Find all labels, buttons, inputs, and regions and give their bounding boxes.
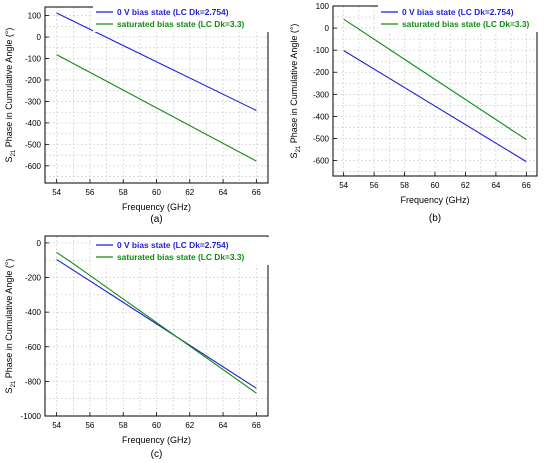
- y-axis-label-main: S: [4, 156, 14, 162]
- y-axis-label-rest: Phase in Cumulative Angle (°): [4, 28, 14, 150]
- y-tick-label: -400: [25, 308, 42, 317]
- y-tick-label: -800: [25, 377, 42, 386]
- y-tick-label: 100: [28, 12, 42, 21]
- panel-caption: (a): [150, 214, 162, 225]
- legend-entry: 0 V bias state (LC Dk=2.754): [402, 7, 514, 17]
- y-axis-label: S21 Phase in Cumulative Angle (°): [4, 28, 17, 163]
- y-axis-label: S21 Phase in Cumulative Angle (°): [289, 24, 302, 159]
- y-tick-label: 100: [316, 2, 330, 11]
- x-tick-label: 58: [400, 181, 409, 190]
- legend-box: [378, 4, 540, 32]
- y-tick-label: 0: [37, 239, 42, 248]
- chart-panel-b: 54 56 58 60 62 64 66 -600 -500 -400 -300 -200 -100 0 1…: [289, 2, 540, 224]
- y-tick-label: -600: [313, 157, 330, 166]
- grid-lines: [45, 7, 268, 183]
- legend-entry: 0 V bias state (LC Dk=2.754): [117, 7, 229, 17]
- series-line-zero-bias: [56, 258, 257, 389]
- grid-lines: [45, 236, 268, 417]
- legend-entry: saturated bias state (LC Dk=3.3): [117, 252, 245, 262]
- y-tick-label: -500: [25, 140, 42, 149]
- x-tick-label: 60: [152, 421, 161, 430]
- y-tick-label: -200: [25, 274, 42, 283]
- y-axis-label-rest: Phase in Cumulative Angle (°): [4, 259, 14, 381]
- x-tick-label: 56: [85, 188, 94, 197]
- x-axis-label: Frequency (GHz): [122, 435, 191, 445]
- y-tick-label: -100: [313, 46, 330, 55]
- x-tick-label: 64: [219, 188, 228, 197]
- panel-caption: (b): [429, 213, 441, 224]
- y-tick-label: -400: [313, 112, 330, 121]
- y-axis-label-main: S: [289, 152, 299, 158]
- x-tick-label: 58: [119, 421, 128, 430]
- x-tick-label: 66: [252, 188, 261, 197]
- y-tick-label: -200: [25, 76, 42, 85]
- y-axis-label-subscript: 21: [11, 149, 17, 156]
- legend: 0 V bias state (LC Dk=2.754) saturated bi…: [378, 4, 540, 32]
- y-tick-label: -200: [313, 68, 330, 77]
- x-tick-label: 54: [52, 421, 61, 430]
- legend-box: [93, 4, 275, 32]
- legend-entry: 0 V bias state (LC Dk=2.754): [117, 240, 229, 250]
- x-tick-label: 62: [185, 421, 194, 430]
- y-axis-label: S21 Phase in Cumulative Angle (°): [4, 259, 17, 394]
- y-tick-label: -300: [25, 97, 42, 106]
- series-line-saturated-bias: [56, 251, 257, 394]
- legend: 0 V bias state (LC Dk=2.754) saturated bi…: [93, 4, 275, 32]
- series-line-zero-bias: [343, 50, 527, 163]
- y-tick-label: -300: [313, 90, 330, 99]
- x-tick-label: 58: [119, 188, 128, 197]
- y-tick-label: -500: [313, 134, 330, 143]
- x-tick-label: 64: [219, 421, 228, 430]
- x-tick-label: 66: [522, 181, 531, 190]
- y-axis-label-subscript: 21: [296, 145, 302, 152]
- legend-box: [93, 237, 275, 265]
- y-tick-label: -1000: [21, 412, 42, 421]
- x-tick-label: 62: [461, 181, 470, 190]
- legend-entry: saturated bias state (LC Dk=3.3): [402, 19, 530, 29]
- x-tick-label: 64: [491, 181, 500, 190]
- x-axis-label: Frequency (GHz): [400, 195, 469, 205]
- series-line-saturated-bias: [56, 54, 257, 162]
- x-axis-label: Frequency (GHz): [122, 202, 191, 212]
- y-tick-label: 0: [325, 24, 330, 33]
- series-line-saturated-bias: [343, 18, 527, 141]
- x-tick-label: 66: [252, 421, 261, 430]
- series-line-zero-bias: [56, 12, 257, 111]
- chart-panel-c: 54 56 58 60 62 64 66 -1000 -800 -600 -400 -200 0 Freq…: [4, 235, 275, 460]
- legend: 0 V bias state (LC Dk=2.754) saturated bi…: [93, 237, 275, 265]
- y-tick-label: -400: [25, 119, 42, 128]
- x-tick-label: 62: [185, 188, 194, 197]
- y-tick-label: -600: [25, 343, 42, 352]
- panel-caption: (c): [151, 449, 163, 460]
- x-tick-label: 60: [152, 188, 161, 197]
- x-tick-label: 60: [431, 181, 440, 190]
- x-tick-label: 56: [370, 181, 379, 190]
- y-axis-label-subscript: 21: [11, 380, 17, 387]
- x-tick-label: 56: [85, 421, 94, 430]
- y-tick-label: -600: [25, 162, 42, 171]
- x-tick-label: 54: [339, 181, 348, 190]
- chart-panel-a: 54 56 58 60 62 64 66 -600 -500 -400 -300 -200 -100 0 1…: [4, 4, 275, 225]
- y-axis-label-main: S: [4, 387, 14, 393]
- x-tick-label: 54: [52, 188, 61, 197]
- y-tick-label: -100: [25, 55, 42, 64]
- legend-entry: saturated bias state (LC Dk=3.3): [117, 19, 245, 29]
- y-tick-label: 0: [37, 33, 42, 42]
- y-axis-label-rest: Phase in Cumulative Angle (°): [289, 24, 299, 146]
